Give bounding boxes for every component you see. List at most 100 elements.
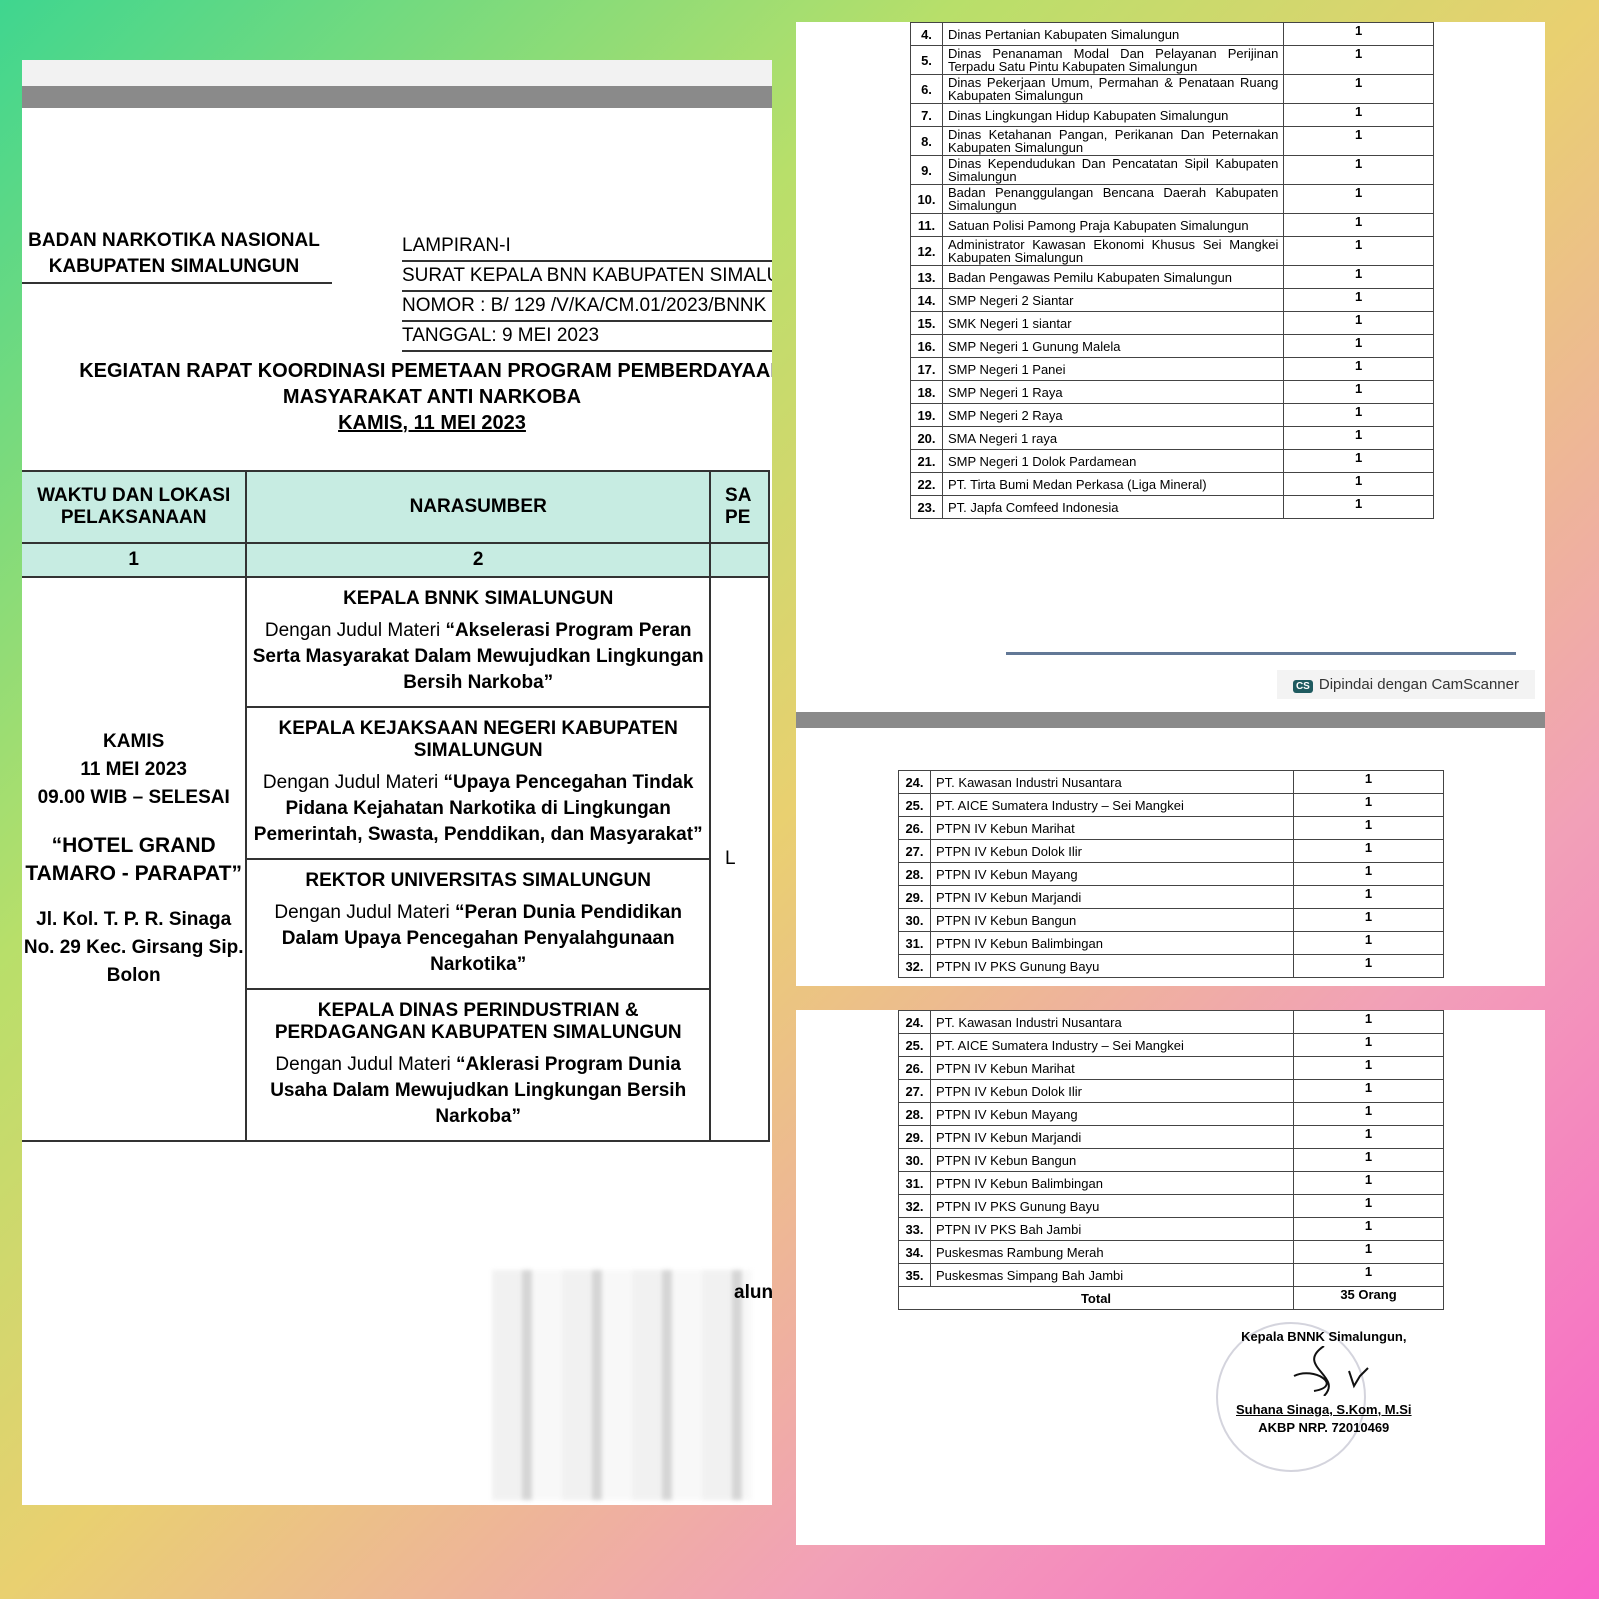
row-number: 21.	[910, 449, 943, 473]
row-number: 34.	[898, 1240, 931, 1264]
table-row: 17. SMP Negeri 1 Panei 1	[910, 357, 1434, 381]
participant-count: 1	[1283, 103, 1434, 127]
event-venue: “HOTEL GRAND TAMARO - PARAPAT”	[25, 834, 242, 885]
institution-name: PT. Tirta Bumi Medan Perkasa (Liga Miner…	[941, 472, 1285, 496]
participant-list-page-1: 4. Dinas Pertanian Kabupaten Simalungun 1 5…	[796, 22, 1545, 712]
institution-name: PTPN IV Kebun Marihat	[930, 1056, 1294, 1080]
institution-name: PTPN IV Kebun Marjandi	[930, 1125, 1294, 1149]
total-row: Total 35 Orang	[898, 1286, 1444, 1310]
topic-prefix: Dengan Judul Materi	[262, 772, 439, 793]
participant-count: 1	[1283, 334, 1434, 358]
header-speakers: NARASUMBER	[245, 470, 712, 544]
table-row: 5. Dinas Penanaman Modal Dan Pelayanan Pe…	[910, 45, 1434, 75]
table-row: 32. PTPN IV PKS Gunung Bayu 1	[898, 1194, 1444, 1218]
row-number: 27.	[898, 839, 931, 863]
participant-count: 1	[1293, 770, 1444, 794]
participant-count: 1	[1293, 1010, 1444, 1034]
event-date: KAMIS, 11 MEI 2023	[338, 412, 526, 434]
cropped-text: alun	[734, 1282, 772, 1303]
participant-count: 1	[1293, 1240, 1444, 1264]
institution-name: Puskesmas Simpang Bah Jambi	[930, 1263, 1294, 1287]
table-row: 18. SMP Negeri 1 Raya 1	[910, 380, 1434, 404]
row-number: 23.	[910, 495, 943, 519]
table-row: 33. PTPN IV PKS Bah Jambi 1	[898, 1217, 1444, 1241]
table-row: 8. Dinas Ketahanan Pangan, Perikanan Dan …	[910, 126, 1434, 156]
table-row: 15. SMK Negeri 1 siantar 1	[910, 311, 1434, 335]
participant-count: 1	[1293, 1194, 1444, 1218]
topic: “Akselerasi Program Peran Serta Masyarak…	[252, 620, 704, 693]
institution-name: PTPN IV Kebun Dolok Ilir	[930, 1079, 1294, 1103]
participant-count: 1	[1283, 495, 1434, 519]
participant-count: 1	[1293, 862, 1444, 886]
letter-reference: LAMPIRAN-I SURAT KEPALA BNN KABUPATEN SI…	[402, 232, 772, 352]
column-number	[709, 542, 770, 578]
table-row: 4. Dinas Pertanian Kabupaten Simalungun 1	[910, 22, 1434, 46]
table-row: 27. PTPN IV Kebun Dolok Ilir 1	[898, 1079, 1444, 1103]
row-number: 25.	[898, 793, 931, 817]
table-row: 30. PTPN IV Kebun Bangun 1	[898, 1148, 1444, 1172]
table-row: 6. Dinas Pekerjaan Umum, Permahan & Penat…	[910, 74, 1434, 104]
table-row: 24. PT. Kawasan Industri Nusantara 1	[898, 1010, 1444, 1034]
institution-name: PTPN IV Kebun Balimbingan	[930, 931, 1294, 955]
official-stamp	[1216, 1322, 1366, 1472]
participant-count: 1	[1293, 1171, 1444, 1195]
event-time: 09.00 WIB – SELESAI	[37, 787, 230, 808]
table-row: 24. PT. Kawasan Industri Nusantara 1	[898, 770, 1444, 794]
scan-edge	[1006, 652, 1516, 655]
institution-name: SMK Negeri 1 siantar	[941, 311, 1285, 335]
row-number: 4.	[910, 22, 943, 46]
org-name: BADAN NARKOTIKA NASIONAL	[28, 230, 320, 251]
signature-block: Kepala BNNK Simalungun, Suhana Sinaga, S…	[1236, 1328, 1412, 1437]
letter-date: TANGGAL: 9 MEI 2023	[402, 322, 772, 352]
institution-name: PT. Japfa Comfeed Indonesia	[941, 495, 1285, 519]
row-number: 25.	[898, 1033, 931, 1057]
total-value: 35 Orang	[1293, 1286, 1444, 1310]
table-row: 22. PT. Tirta Bumi Medan Perkasa (Liga Mi…	[910, 472, 1434, 496]
attachment-label: LAMPIRAN-I	[402, 232, 772, 262]
topic: “Upaya Pencegahan Tindak Pidana Kejahata…	[253, 772, 703, 845]
org-region: KABUPATEN SIMALUNGUN	[48, 256, 300, 277]
institution-name: PTPN IV PKS Bah Jambi	[930, 1217, 1294, 1241]
institution-name: Satuan Polisi Pamong Praja Kabupaten Sim…	[941, 213, 1285, 237]
row-number: 29.	[898, 1125, 931, 1149]
table-row: 21. SMP Negeri 1 Dolok Pardamean 1	[910, 449, 1434, 473]
participant-table: 24. PT. Kawasan Industri Nusantara 1 25. PT.…	[898, 770, 1444, 978]
institution-name: PTPN IV Kebun Dolok Ilir	[930, 839, 1294, 863]
participant-count: 1	[1283, 311, 1434, 335]
table-row: 10. Badan Penanggulangan Bencana Daerah K…	[910, 184, 1434, 214]
row-number: 19.	[910, 403, 943, 427]
institution-name: Badan Penanggulangan Bencana Daerah Kabu…	[941, 184, 1285, 214]
table-row: 28. PTPN IV Kebun Mayang 1	[898, 1102, 1444, 1126]
signatory-rank: AKBP NRP. 72010469	[1258, 1420, 1390, 1435]
table-row: 9. Dinas Kependudukan Dan Pencatatan Sipi…	[910, 155, 1434, 185]
participant-list-page-2: 24. PT. Kawasan Industri Nusantara 1 25. PT.…	[796, 728, 1545, 986]
time-location-cell: KAMIS 11 MEI 2023 09.00 WIB – SELESAI “H…	[22, 576, 248, 1142]
table-row: 12. Administrator Kawasan Ekonomi Khusus …	[910, 236, 1434, 266]
participant-count: 1	[1283, 265, 1434, 289]
participant-count: 1	[1283, 380, 1434, 404]
speaker-cell: KEPALA KEJAKSAAN NEGERI KABUPATEN SIMALU…	[245, 706, 712, 860]
row-number: 10.	[910, 184, 943, 214]
table-row: 29. PTPN IV Kebun Marjandi 1	[898, 885, 1444, 909]
institution-name: PTPN IV Kebun Marihat	[930, 816, 1294, 840]
table-row: 16. SMP Negeri 1 Gunung Malela 1	[910, 334, 1434, 358]
speaker-name: KEPALA DINAS PERINDUSTRIAN & PERDAGANGAN…	[274, 1000, 682, 1043]
row-number: 15.	[910, 311, 943, 335]
table-row: 26. PTPN IV Kebun Marihat 1	[898, 1056, 1444, 1080]
table-row: 25. PT. AICE Sumatera Industry – Sei Mang…	[898, 1033, 1444, 1057]
institution-name: SMA Negeri 1 raya	[941, 426, 1285, 450]
table-row: 20. SMA Negeri 1 raya 1	[910, 426, 1434, 450]
handwritten-signature-icon	[1293, 1345, 1369, 1397]
table-row: 28. PTPN IV Kebun Mayang 1	[898, 862, 1444, 886]
participant-count: 1	[1283, 403, 1434, 427]
table-row: 7. Dinas Lingkungan Hidup Kabupaten Simal…	[910, 103, 1434, 127]
letter-number: NOMOR : B/ 129 /V/KA/CM.01/2023/BNNK	[402, 292, 772, 322]
row-number: 26.	[898, 1056, 931, 1080]
participant-count: 1	[1293, 1263, 1444, 1287]
row-number: 18.	[910, 380, 943, 404]
signatory-title: Kepala BNNK Simalungun,	[1241, 1329, 1407, 1344]
topic: “Peran Dunia Pendidikan Dalam Upaya Penc…	[281, 902, 682, 975]
camscanner-text: Dipindai dengan CamScanner	[1318, 676, 1519, 693]
table-row: 30. PTPN IV Kebun Bangun 1	[898, 908, 1444, 932]
header-time-location: WAKTU DAN LOKASI PELAKSANAAN	[22, 470, 248, 544]
